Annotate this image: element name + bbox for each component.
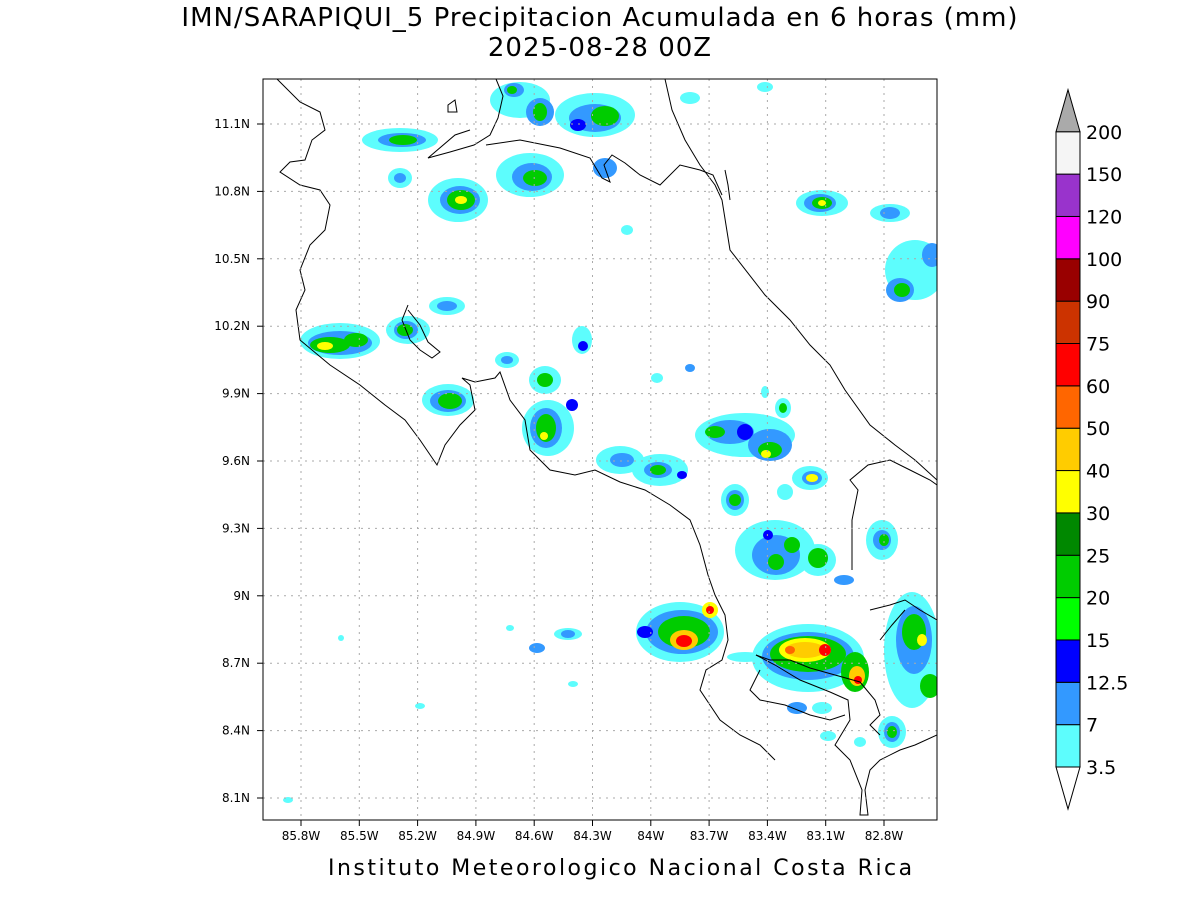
rain-cell [362, 128, 438, 152]
colorbar-segment [1055, 173, 1081, 217]
rain-cell [878, 716, 906, 748]
plot-frame [262, 78, 938, 821]
rain-cell [490, 82, 554, 126]
colorbar-segment [1055, 639, 1081, 683]
precipitation-field [283, 82, 937, 803]
rain-cell [522, 399, 578, 456]
colorbar-label: 25 [1086, 545, 1110, 567]
colorbar-segment [1055, 258, 1081, 302]
rain-cell [495, 352, 519, 368]
colorbar-segment [1055, 343, 1081, 387]
lat-tick-label: 9.6N [222, 454, 250, 468]
rain-cell [800, 544, 836, 576]
rain-cell [735, 520, 815, 580]
lon-tick-label: 84.3W [573, 829, 612, 843]
colorbar-label: 20 [1086, 588, 1110, 610]
rain-cell [555, 93, 635, 137]
colorbar-segment [1055, 597, 1081, 641]
colorbar-segment [1055, 385, 1081, 429]
colorbar-label: 30 [1086, 503, 1110, 525]
map-date: 2025-08-28 00Z [487, 33, 713, 63]
rain-cell [796, 190, 848, 216]
colorbar-over-arrow [1055, 87, 1081, 133]
lat-tick-label: 8.4N [222, 724, 250, 738]
rain-cell [632, 454, 688, 486]
lat-tick-label: 9N [233, 589, 250, 603]
map-grid [263, 79, 937, 820]
colorbar-label: 15 [1086, 630, 1110, 652]
rain-cell [529, 366, 561, 394]
colorbar-label: 7 [1086, 715, 1098, 737]
colorbar-label: 12.5 [1086, 672, 1128, 694]
lat-tick-label: 8.1N [222, 791, 250, 805]
colorbar-label: 75 [1086, 334, 1110, 356]
colorbar-label: 3.5 [1086, 757, 1116, 779]
colorbar-segment [1055, 215, 1081, 260]
rain-cell [636, 602, 724, 662]
rain-cell [792, 466, 828, 490]
colorbar-label: 200 [1086, 122, 1122, 144]
rain-cell [429, 297, 465, 315]
colorbar-segment [1055, 681, 1081, 726]
lon-tick-label: 85.5W [340, 829, 379, 843]
lon-tick-label: 85.8W [282, 829, 321, 843]
rain-cell [428, 178, 488, 222]
rain-cell [721, 484, 749, 516]
rain-cell [885, 240, 937, 302]
colorbar-label: 60 [1086, 376, 1110, 398]
colorbar: 3.5 7 12.5 15 20 25 30 40 50 60 75 90 100 120 150 200 [1055, 87, 1128, 811]
rain-cell [870, 204, 910, 222]
colorbar-segment [1055, 512, 1081, 556]
rain-cell [554, 628, 582, 640]
axis-labels: 85.8W 85.5W 85.2W 84.9W 84.6W 84.3W 84W 83.7W 83… [214, 117, 903, 843]
rain-cell [884, 592, 937, 708]
colorbar-label: 90 [1086, 291, 1110, 313]
colorbar-label: 120 [1086, 206, 1122, 228]
colorbar-label: 100 [1086, 249, 1122, 271]
lat-tick-label: 11.1N [214, 117, 250, 131]
colorbar-segment [1055, 724, 1081, 768]
rain-cell [496, 153, 564, 197]
lat-tick-label: 9.3N [222, 521, 250, 535]
colorbar-label: 150 [1086, 164, 1122, 186]
lon-tick-label: 84.9W [457, 829, 496, 843]
colorbar-segment [1055, 427, 1081, 472]
footer-credit: Instituto Meteorologico Nacional Costa R… [328, 856, 915, 881]
colorbar-segment [1055, 470, 1081, 514]
rain-cell [596, 446, 644, 474]
lon-tick-label: 83.7W [690, 829, 729, 843]
coastlines [276, 79, 937, 816]
lat-tick-label: 10.5N [214, 252, 250, 266]
lon-tick-label: 83.4W [748, 829, 787, 843]
map-title: IMN/SARAPIQUI_5 Precipitacion Acumulada … [181, 3, 1019, 33]
rain-cell [300, 323, 380, 359]
colorbar-segment [1055, 554, 1081, 599]
lat-tick-label: 10.8N [214, 184, 250, 198]
lon-tick-label: 85.2W [398, 829, 437, 843]
lon-tick-label: 82.8W [865, 829, 904, 843]
lon-tick-label: 84W [637, 829, 664, 843]
colorbar-label: 50 [1086, 418, 1110, 440]
rain-cell [866, 520, 898, 560]
rain-cell [752, 624, 869, 692]
lon-tick-label: 84.6W [515, 829, 554, 843]
lat-tick-label: 8.7N [222, 656, 250, 670]
colorbar-segment [1055, 300, 1081, 344]
lon-tick-label: 83.1W [806, 829, 845, 843]
colorbar-under-arrow [1055, 766, 1081, 811]
rain-cell [422, 384, 474, 416]
rain-cell [388, 168, 412, 188]
colorbar-label: 40 [1086, 461, 1110, 483]
lat-tick-label: 10.2N [214, 319, 250, 333]
rain-cell [386, 316, 430, 344]
colorbar-segment [1055, 131, 1081, 175]
lat-tick-label: 9.9N [222, 387, 250, 401]
rain-cell [695, 413, 795, 461]
